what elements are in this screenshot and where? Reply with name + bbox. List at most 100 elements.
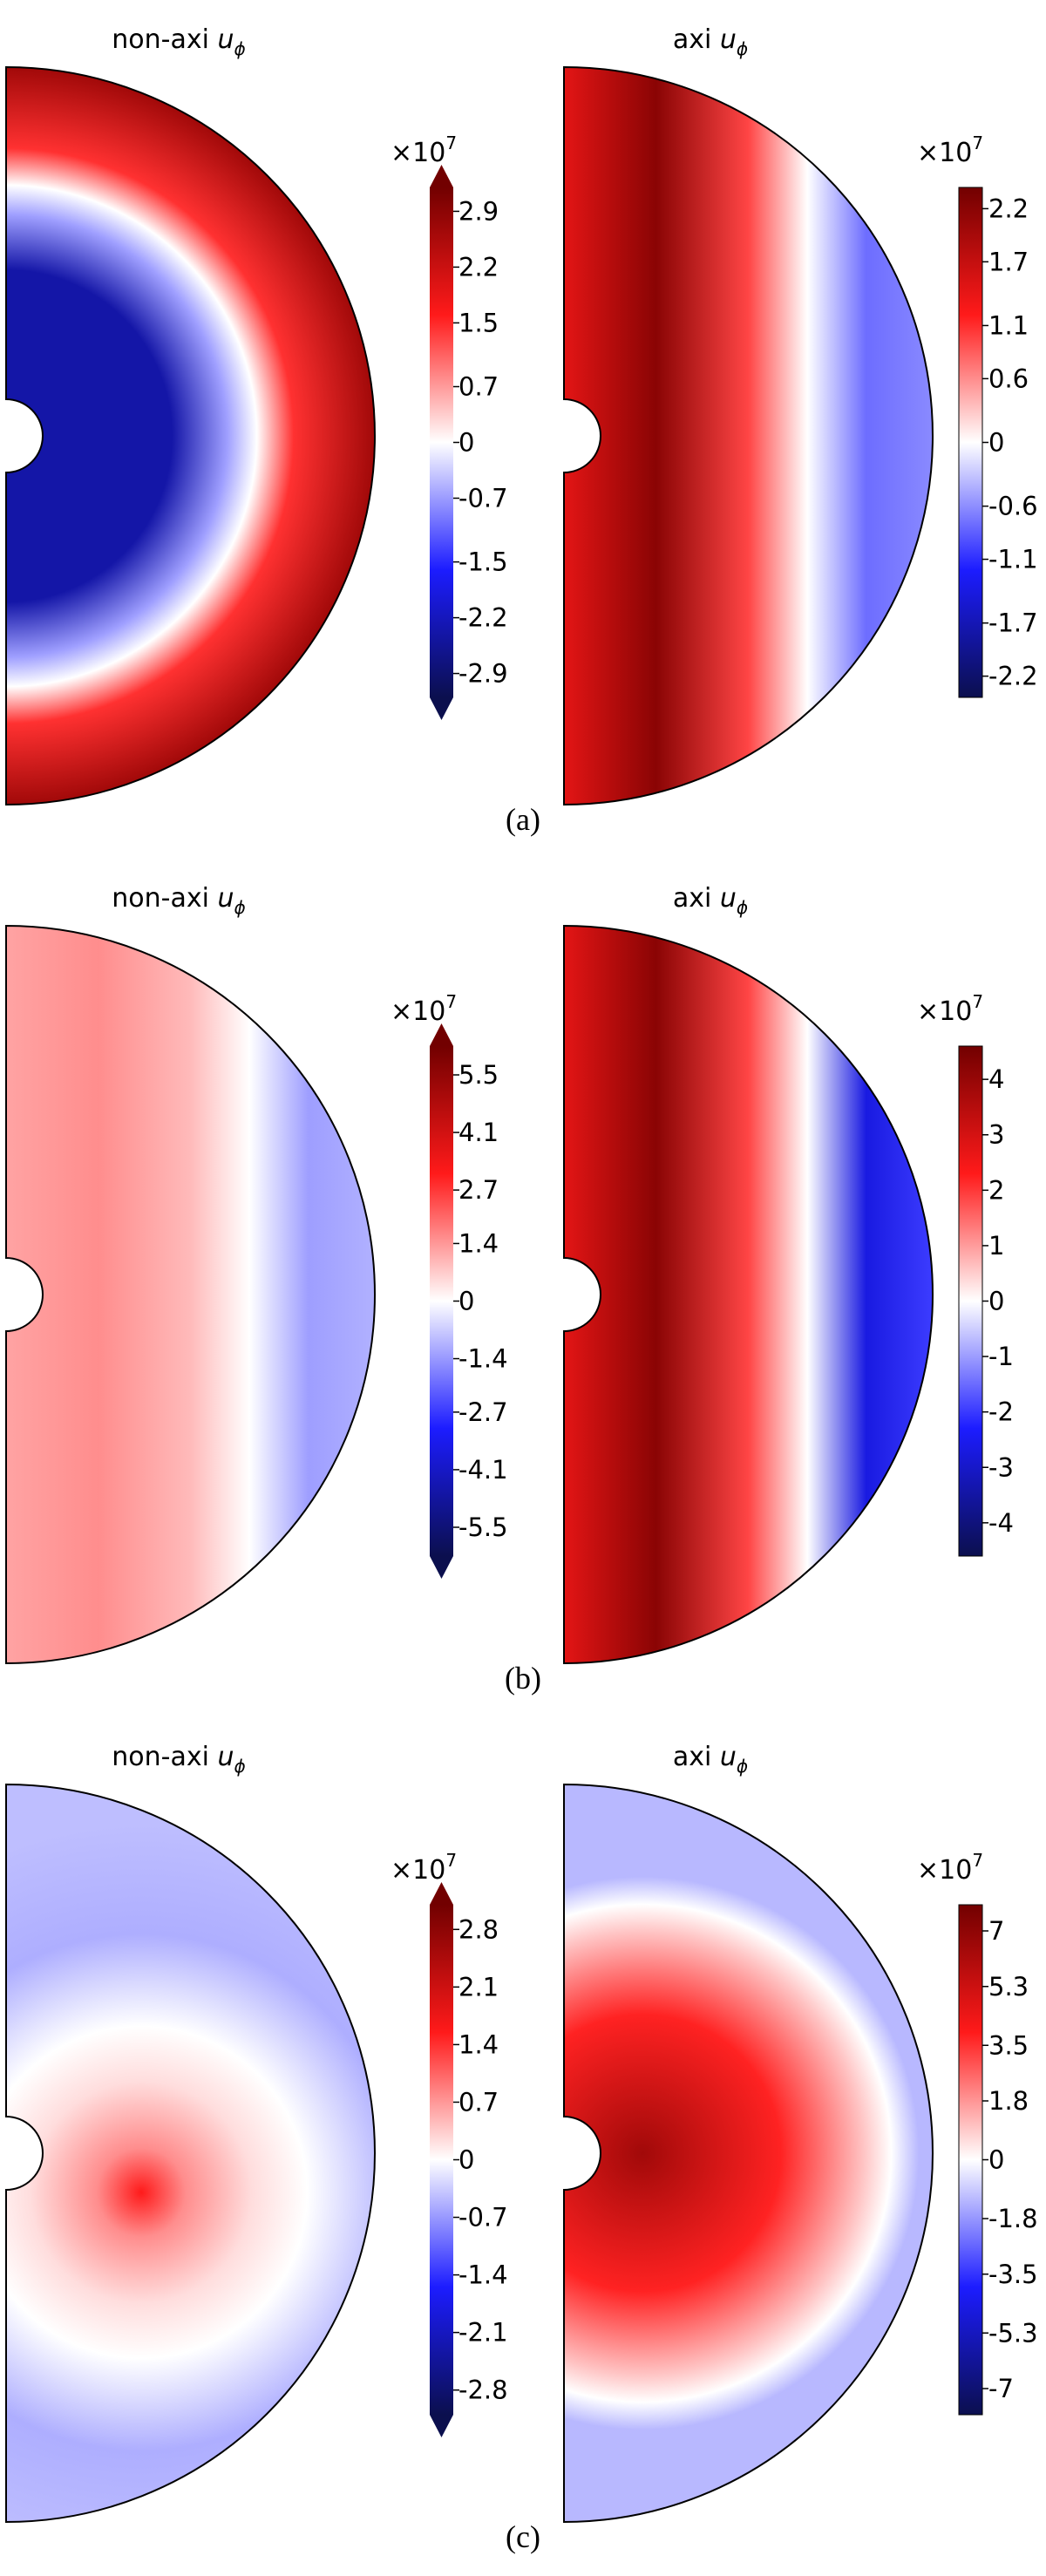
title-symbol: u <box>720 24 737 55</box>
plot-a-nonaxi: non-axi uϕ 2.9 2.2 1.5 0.7 0 -0.7 -1.5 -2.2 -2.9… <box>5 24 508 806</box>
title-prefix: non-axi <box>112 24 217 55</box>
title-symbol: u <box>720 1742 737 1772</box>
title-prefix: axi <box>673 24 720 55</box>
title-prefix: non-axi <box>112 883 217 914</box>
colorbar-extend-max <box>430 1023 453 1046</box>
colorbar-extend-min <box>430 1556 453 1579</box>
plot-a-axi: axi uϕ 2.2 1.7 1.1 0.6 0 -0.6 -1.1 -1.7 -2.2 ×10… <box>563 24 1038 806</box>
plot-c-nonaxi: non-axi uϕ 2.8 2.1 1.4 0.7 0 -0.7 -1.4 -2.1 -2.8… <box>5 1742 508 2524</box>
colorbar-tick-label: -1 <box>988 1342 1014 1371</box>
colorbar-tick-label: 3.5 <box>988 2030 1029 2060</box>
colorbar-tick-label: -0.7 <box>458 2203 508 2233</box>
panel-caption: (a) <box>506 802 540 837</box>
colorbar-tick-label: -5.5 <box>458 1512 508 1542</box>
panel-a: non-axi uϕ 2.92.21.50.70-0.7-1.5-2.2-2.9… <box>5 24 1038 837</box>
plot-title: axi uϕ <box>673 883 748 918</box>
panel-b: non-axi uϕ 5.54.12.71.40-1.4-2.7-4.1-5.5… <box>5 883 1014 1696</box>
half-disk-outline <box>563 924 934 1665</box>
colorbar: 2.2 1.7 1.1 0.6 0 -0.6 -1.1 -1.7 -2.2 <box>958 187 1038 698</box>
colorbar-multiplier: ×107 <box>917 133 983 168</box>
colorbar-multiplier: ×107 <box>391 991 457 1027</box>
half-disk-field <box>564 1784 933 2522</box>
colorbar-tick-label: 0 <box>988 2145 1004 2175</box>
title-symbol: u <box>218 24 234 55</box>
colorbar-scale <box>959 187 982 697</box>
colorbar-tick-label: -2.2 <box>988 662 1038 691</box>
colorbar-tick-label: -7 <box>988 2374 1014 2403</box>
colorbar-multiplier: ×107 <box>917 991 983 1027</box>
colorbar-tick-label: 3 <box>988 1120 1004 1150</box>
colorbar-scale <box>959 1905 982 2415</box>
colorbar-tick-label: 4.1 <box>458 1118 499 1147</box>
colorbar-tick-label: -1.4 <box>458 1344 508 1374</box>
colorbar-tick-label: 2.2 <box>988 194 1029 223</box>
colorbar-tick-label: 5.3 <box>988 1972 1029 2002</box>
plot-title: non-axi uϕ <box>112 24 245 59</box>
colorbar-tick-label: 2.8 <box>458 1914 499 1944</box>
colorbar-tick-label: -1.8 <box>988 2204 1038 2233</box>
colorbar-tick-label: 1.7 <box>988 247 1029 276</box>
colorbar-tick-label: -4.1 <box>458 1455 508 1485</box>
colorbar-scale <box>430 187 453 697</box>
panel-c: non-axi uϕ 2.82.11.40.70-0.7-1.4-2.1-2.8… <box>5 1742 1038 2554</box>
half-disk-field <box>6 67 375 805</box>
title-prefix: axi <box>673 883 720 914</box>
colorbar-extend-max <box>430 165 453 187</box>
colorbar-tick-label: 2 <box>988 1175 1004 1205</box>
colorbar-tick-label: 1 <box>988 1231 1004 1261</box>
colorbar-tick-label: 0 <box>988 428 1004 458</box>
title-subscript: ϕ <box>737 897 748 918</box>
half-disk-field <box>6 926 375 1663</box>
plot-title: axi uϕ <box>673 1742 748 1777</box>
title-symbol: u <box>218 883 234 914</box>
colorbar-tick-label: -3.5 <box>988 2260 1038 2289</box>
colorbar-multiplier: ×107 <box>917 1850 983 1886</box>
title-subscript: ϕ <box>234 1756 246 1777</box>
colorbar-multiplier: ×107 <box>391 1850 457 1886</box>
title-prefix: axi <box>673 1742 720 1772</box>
colorbar-tick-label: 0.6 <box>988 364 1029 393</box>
colorbar-tick-label: 0 <box>458 2145 474 2175</box>
colorbar-tick-label: -4 <box>988 1508 1014 1538</box>
colorbar-multiplier: ×107 <box>391 133 457 168</box>
colorbar-tick-label: -3 <box>988 1452 1014 1482</box>
colorbar-tick-label: 0 <box>458 1287 474 1316</box>
half-disk-outline <box>563 65 934 806</box>
title-symbol: u <box>720 883 737 914</box>
colorbar-tick-label: -5.3 <box>988 2318 1038 2348</box>
colorbar-tick-label: 2.1 <box>458 1972 499 2002</box>
title-subscript: ϕ <box>234 897 246 918</box>
plot-title: non-axi uϕ <box>112 883 245 918</box>
colorbar-tick-label: 0.7 <box>458 372 499 402</box>
colorbar-extend-min <box>430 2415 453 2437</box>
half-disk-outline <box>563 1783 934 2524</box>
colorbar-tick-label: -2.9 <box>458 659 508 689</box>
colorbar: 5.5 4.1 2.7 1.4 0 -1.4 -2.7 -4.1 -5.5 <box>430 1023 508 1579</box>
colorbar-tick-label: -1.7 <box>988 608 1038 638</box>
colorbar-tick-label: 0 <box>458 428 474 458</box>
colorbar-tick-label: -1.5 <box>458 547 508 577</box>
colorbar-tick-label: 4 <box>988 1064 1004 1094</box>
colorbar-scale <box>430 1046 453 1556</box>
colorbar: 7 5.3 3.5 1.8 0 -1.8 -3.5 -5.3 -7 <box>958 1904 1038 2416</box>
half-disk-outline <box>5 924 376 1665</box>
colorbar-tick-label: 1.8 <box>988 2086 1029 2116</box>
title-subscript: ϕ <box>234 38 246 59</box>
colorbar-tick-label: 1.4 <box>458 2029 499 2059</box>
colorbar: 2.8 2.1 1.4 0.7 0 -0.7 -1.4 -2.1 -2.8 <box>430 1882 508 2437</box>
plot-b-nonaxi: non-axi uϕ 5.5 4.1 2.7 1.4 0 -1.4 -2.7 -4.1 -5.5… <box>5 883 508 1665</box>
colorbar-tick-label: -1.4 <box>458 2260 508 2290</box>
colorbar-tick-label: -0.6 <box>988 492 1038 521</box>
colorbar-tick-label: -1.1 <box>988 545 1038 574</box>
colorbar-tick-label: -2.7 <box>458 1397 508 1427</box>
title-subscript: ϕ <box>737 38 748 59</box>
colorbar-tick-label: 0.7 <box>458 2087 499 2117</box>
colorbar-tick-label: 2.9 <box>458 196 499 226</box>
colorbar-tick-label: 2.2 <box>458 252 499 282</box>
colorbar-tick-label: -2.8 <box>458 2375 508 2405</box>
colorbar-scale <box>959 1046 982 1556</box>
colorbar-tick-label: 1.1 <box>988 310 1029 340</box>
colorbar-tick-label: -2 <box>988 1397 1014 1427</box>
colorbar: 2.9 2.2 1.5 0.7 0 -0.7 -1.5 -2.2 -2.9 <box>430 165 508 720</box>
